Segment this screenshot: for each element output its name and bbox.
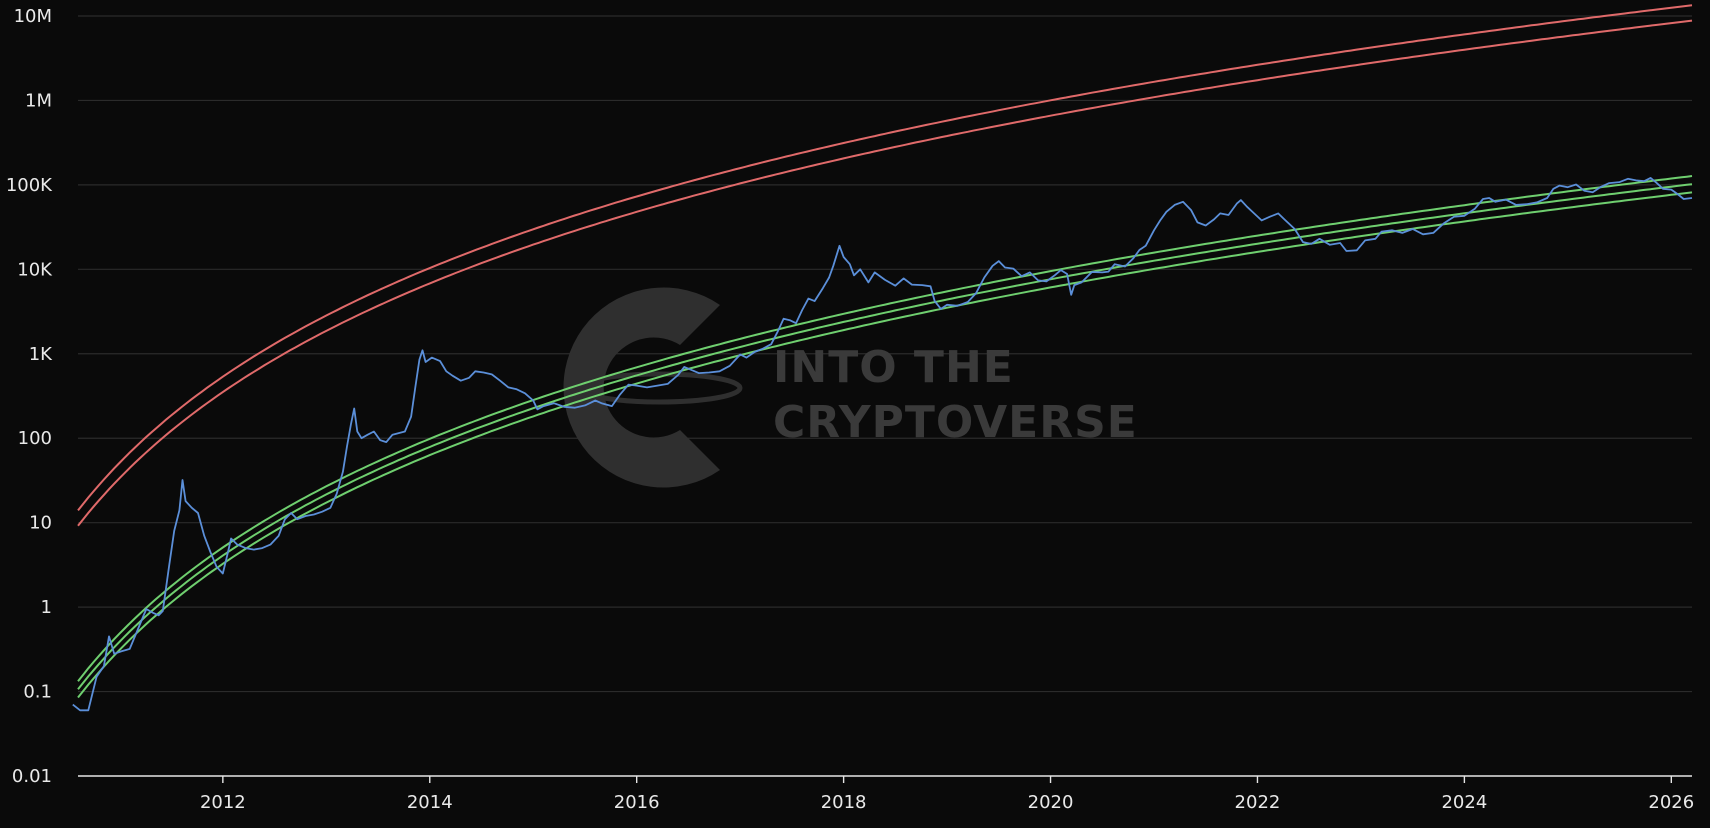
axes: 0.01 0.1 1 10 100 1K 10K 100K 1M 10M 2012 2014 2016 2… (6, 6, 1694, 813)
x-tick-label: 2022 (1235, 792, 1281, 813)
x-tick-label: 2026 (1648, 792, 1694, 813)
grid-lines (78, 15, 1692, 693)
y-tick-label: 0.1 (23, 682, 52, 703)
watermark-line1: INTO THE (773, 342, 1014, 393)
series (72, 4, 1693, 712)
y-tick-label: 10M (14, 6, 52, 27)
x-tick-label: 2016 (614, 792, 660, 813)
y-tick-label: 1K (29, 344, 53, 365)
watermark-logo-icon (563, 287, 720, 488)
lower-band-line (77, 191, 1693, 699)
y-tick-label: 10 (29, 513, 52, 534)
lower-band-line (77, 175, 1693, 682)
y-tick-label: 1 (41, 597, 52, 618)
price-series-line (72, 177, 1693, 712)
watermark-logo: INTO THE CRYPTOVERSE (563, 287, 1138, 488)
upper-band-line (77, 4, 1693, 512)
watermark-ring-icon (577, 371, 743, 405)
x-tick-label: 2020 (1028, 792, 1074, 813)
y-tick-label: 0.01 (12, 766, 52, 787)
y-tick-label: 100 (18, 428, 52, 449)
x-tick-label: 2024 (1441, 792, 1487, 813)
y-tick-label: 100K (6, 175, 53, 196)
x-tick-label: 2018 (821, 792, 867, 813)
lower-band-line (77, 183, 1693, 690)
watermark-line2: CRYPTOVERSE (773, 397, 1138, 448)
x-tick-label: 2012 (200, 792, 246, 813)
y-tick-label: 10K (17, 259, 53, 280)
x-tick-label: 2014 (407, 792, 453, 813)
upper-band-line (77, 19, 1693, 527)
y-tick-label: 1M (25, 90, 52, 111)
